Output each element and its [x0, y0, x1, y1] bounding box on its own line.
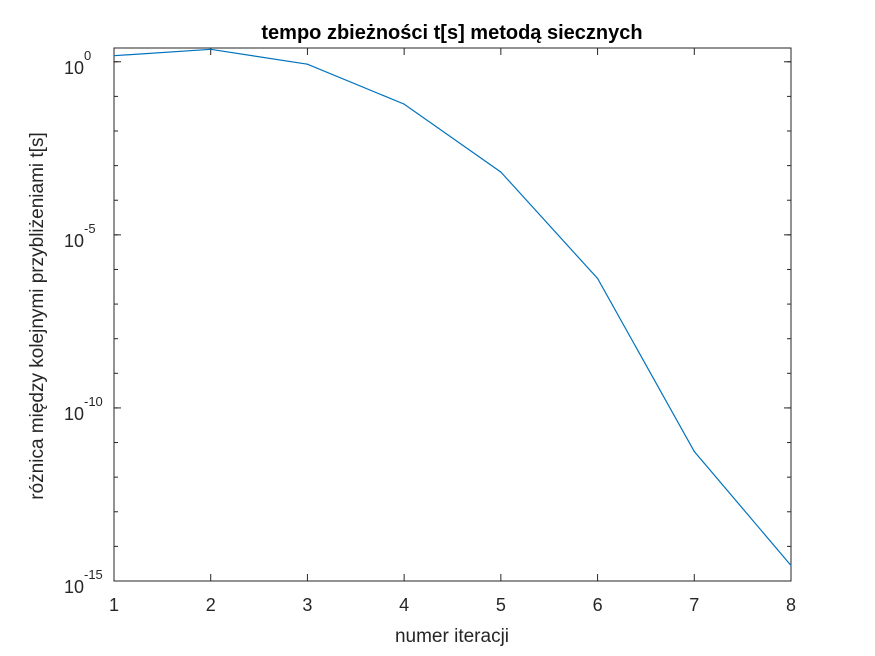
y-tick-base: 10 — [64, 404, 84, 424]
x-tick-label: 6 — [593, 595, 603, 615]
y-tick-exponent: -5 — [84, 221, 96, 236]
x-tick-label: 1 — [109, 595, 119, 615]
y-tick-label: 10 — [64, 404, 84, 424]
data-point — [596, 277, 599, 280]
y-tick-exponent: -15 — [84, 567, 103, 582]
data-point — [790, 564, 792, 567]
data-point — [210, 48, 212, 50]
y-tick-base: 10 — [64, 231, 84, 251]
series-line — [113, 48, 792, 566]
x-tick-label: 5 — [496, 595, 506, 615]
data-point — [500, 171, 502, 173]
y-tick-label: 10 — [64, 58, 84, 78]
x-tick-label: 7 — [689, 595, 699, 615]
y-tick-label: 10 — [64, 577, 84, 597]
y-tick-label: 10 — [64, 231, 84, 251]
x-tick-label: 2 — [206, 595, 216, 615]
data-point — [403, 103, 405, 105]
x-tick-label: 8 — [786, 595, 796, 615]
y-tick-base: 10 — [64, 58, 84, 78]
x-tick-label: 3 — [302, 595, 312, 615]
y-tick-base: 10 — [64, 577, 84, 597]
x-tick-label: 4 — [399, 595, 409, 615]
data-point — [693, 450, 695, 453]
axes-box — [113, 47, 792, 582]
chart-title: tempo zbieżności t[s] metodą siecznych — [261, 22, 642, 44]
y-tick-exponent: -10 — [84, 394, 103, 409]
y-tick-exponent: 0 — [84, 48, 91, 63]
data-point — [113, 55, 115, 57]
y-axis-label: różnica między kolejnymi przybliżeniami … — [27, 132, 48, 499]
x-axis-label: numer iteracji — [395, 626, 509, 647]
data-point — [306, 63, 309, 65]
